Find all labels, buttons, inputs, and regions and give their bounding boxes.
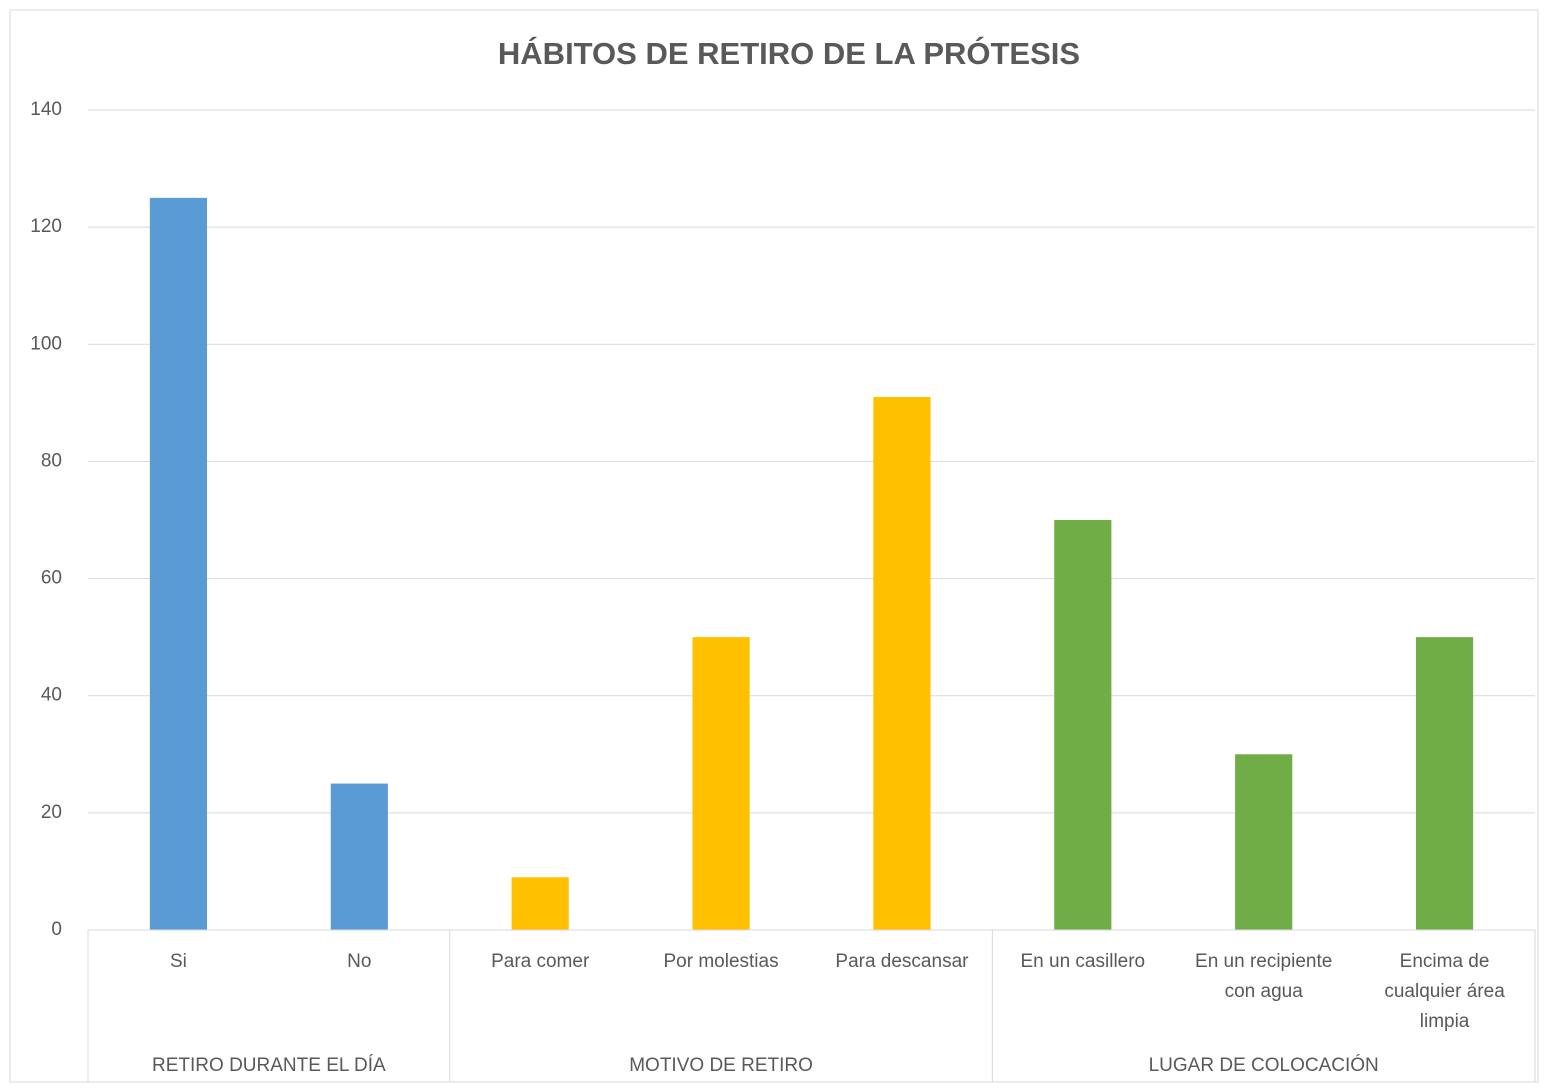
x-tick-label: En un recipiente con agua	[1195, 951, 1333, 1002]
chart-title: HÁBITOS DE RETIRO DE LA PRÓTESIS	[498, 35, 1080, 71]
bar	[1415, 637, 1474, 930]
group-label: LUGAR DE COLOCACIÓN	[1149, 1054, 1379, 1076]
y-tick-label: 140	[30, 99, 62, 120]
bar	[511, 877, 569, 930]
bar	[330, 783, 388, 930]
x-tick-label: En un casillero	[1020, 951, 1146, 972]
bar	[1235, 754, 1293, 930]
y-tick-label: 100	[30, 333, 62, 354]
x-tick-label: Para descansar	[835, 951, 969, 972]
x-tick-label: Si	[169, 951, 187, 972]
x-tick-label: Para comer	[491, 951, 590, 972]
bar	[1054, 520, 1112, 930]
x-tick-label: Encima de cualquier área limpia	[1384, 951, 1505, 1032]
x-tick-label: No	[347, 951, 372, 972]
x-tick-label: Por molestias	[663, 951, 779, 972]
y-tick-label: 0	[51, 919, 62, 940]
y-tick-label: 120	[30, 216, 62, 237]
chart-frame	[9, 9, 1539, 1083]
bar	[873, 397, 931, 930]
y-tick-label: 60	[41, 568, 62, 589]
bar	[149, 197, 208, 930]
group-label: RETIRO DURANTE EL DÍA	[152, 1055, 386, 1076]
bar	[692, 637, 750, 930]
group-label: MOTIVO DE RETIRO	[629, 1055, 813, 1076]
y-tick-label: 80	[41, 450, 62, 471]
y-tick-label: 40	[41, 685, 62, 706]
y-tick-label: 20	[41, 802, 62, 823]
